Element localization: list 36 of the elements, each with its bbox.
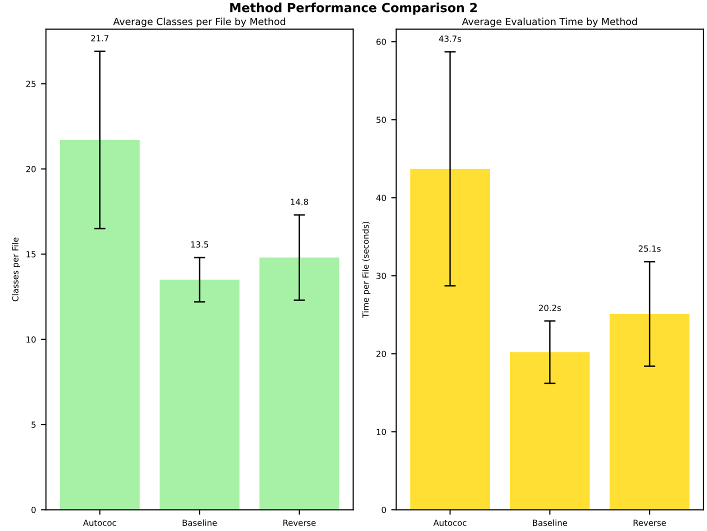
- y-tick-label: 10: [26, 336, 36, 343]
- y-tick-label: 5: [32, 422, 36, 428]
- y-tick-label: 15: [26, 251, 36, 258]
- y-tick-label: 20: [26, 166, 36, 172]
- y-tick-label: 10: [376, 428, 386, 436]
- bar: [610, 314, 690, 510]
- bar: [160, 280, 240, 510]
- bar: [410, 168, 490, 510]
- x-tick-label: Reverse: [634, 520, 666, 526]
- annotation: 20.2s: [539, 304, 561, 312]
- annotation: 14.8: [290, 198, 308, 206]
- x-tick-label: Reverse: [283, 520, 316, 526]
- bar: [60, 140, 140, 510]
- y-tick-label: 0: [382, 506, 386, 514]
- annotation: 43.7s: [439, 36, 462, 42]
- bar: [259, 258, 340, 510]
- y-tick-label: 25: [26, 80, 36, 88]
- y-tick-label: 40: [376, 194, 386, 201]
- x-tick-label: Autococ: [433, 520, 466, 526]
- y-tick-label: 60: [376, 38, 386, 45]
- annotation: 21.7: [91, 35, 108, 42]
- y-tick-label: 20: [376, 350, 386, 358]
- y-tick-label: 0: [31, 506, 36, 514]
- chart-title: Average Classes per File by Method: [113, 18, 286, 28]
- x-tick-label: Baseline: [182, 519, 217, 526]
- text: Method Performance Comparison 2: [230, 2, 477, 15]
- bar: [510, 352, 590, 510]
- y-axis-title: Classes per File: [12, 238, 20, 302]
- chart-title: Average Evaluation Time by Method: [462, 18, 637, 28]
- annotation: 25.1s: [638, 245, 661, 252]
- x-tick-label: Autococ: [83, 520, 116, 526]
- x-tick-label: Baseline: [532, 519, 568, 526]
- y-tick-label: 30: [376, 272, 386, 280]
- annotation: 13.5: [191, 241, 208, 248]
- y-axis-title: Time per File (seconds): [362, 222, 370, 318]
- y-tick-label: 50: [376, 116, 386, 123]
